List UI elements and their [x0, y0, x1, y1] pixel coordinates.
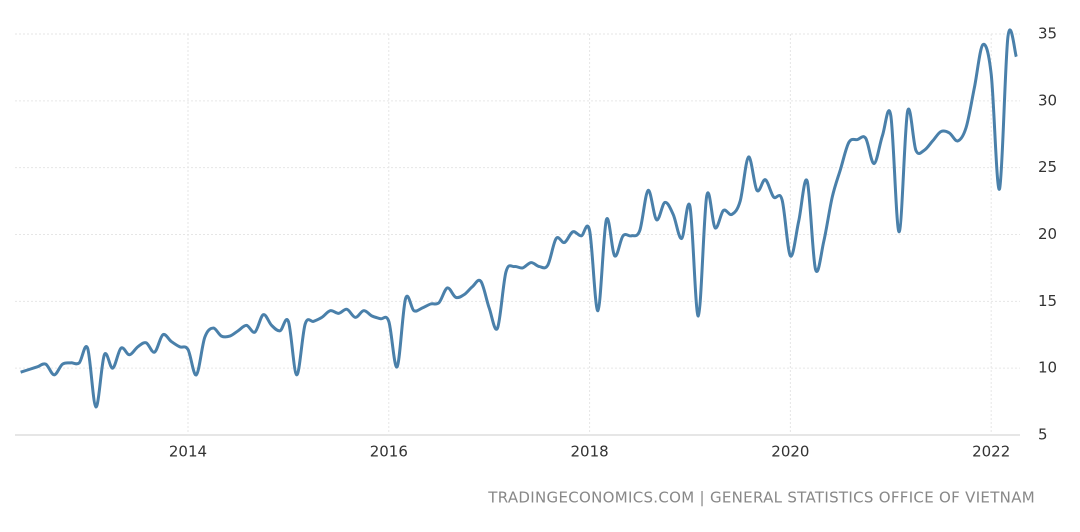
y-tick-label: 10 [1038, 359, 1057, 377]
y-tick-label: 20 [1038, 225, 1057, 243]
line-series [20, 28, 1018, 409]
y-tick-label: 15 [1038, 292, 1057, 310]
y-tick-label: 25 [1038, 158, 1057, 176]
x-tick-label: 2014 [169, 443, 207, 461]
y-tick-label: 30 [1038, 91, 1057, 109]
x-tick-label: 2022 [972, 443, 1010, 461]
x-tick-label: 2018 [570, 443, 608, 461]
source: TRADINGECONOMICS.COM | GENERAL STATISTIC… [487, 489, 1035, 507]
x-tick-label: 2016 [370, 443, 408, 461]
y-tick-label: 5 [1038, 426, 1048, 444]
x-tick-label: 2020 [771, 443, 809, 461]
y-tick-label: 35 [1038, 25, 1057, 43]
